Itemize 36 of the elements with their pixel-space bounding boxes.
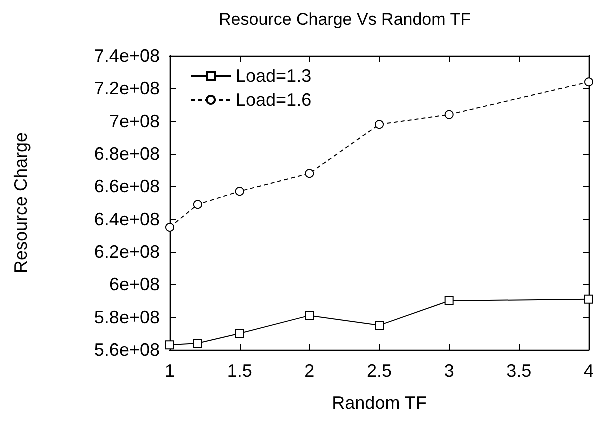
x-tick-label: 1.5 [227,361,252,381]
y-tick-label: 7.4e+08 [94,46,160,66]
point [193,338,202,348]
legend-label: Load=1.6 [236,90,312,110]
point [584,78,594,87]
y-tick-label: 7.2e+08 [94,78,160,99]
point [193,200,202,210]
y-tick-label: 6.2e+08 [94,242,160,262]
point [584,294,594,304]
point [166,340,174,350]
y-tick-label: 6.8e+08 [94,144,160,164]
x-tick-label: 3 [444,361,454,381]
x-tick-label: 2 [304,361,315,381]
y-tick-label: 6.6e+08 [94,176,160,197]
x-tick-label: 4 [584,361,594,381]
x-tick-label: 3.5 [506,361,532,381]
y-tick-label: 6e+08 [109,274,160,295]
y-axis-title: Resource Charge [11,132,31,274]
point [235,187,244,196]
y-tick-label: 5.6e+08 [94,340,160,360]
point [444,110,454,120]
x-tick-label: 2.5 [366,361,392,381]
point [375,120,384,130]
point [166,223,174,232]
point [305,169,314,178]
point [305,311,314,320]
point [235,329,244,338]
y-tick-label: 6.4e+08 [94,209,160,230]
point [375,321,384,330]
x-axis-title: Random TF [332,393,427,413]
x-tick-label: 1 [164,361,176,381]
point [444,296,454,306]
chart-title: Resource Charge Vs Random TF [219,10,471,29]
legend-label: Load=1.3 [236,66,312,86]
y-tick-label: 5.8e+08 [94,307,160,328]
y-tick-label: 7e+08 [109,111,160,132]
